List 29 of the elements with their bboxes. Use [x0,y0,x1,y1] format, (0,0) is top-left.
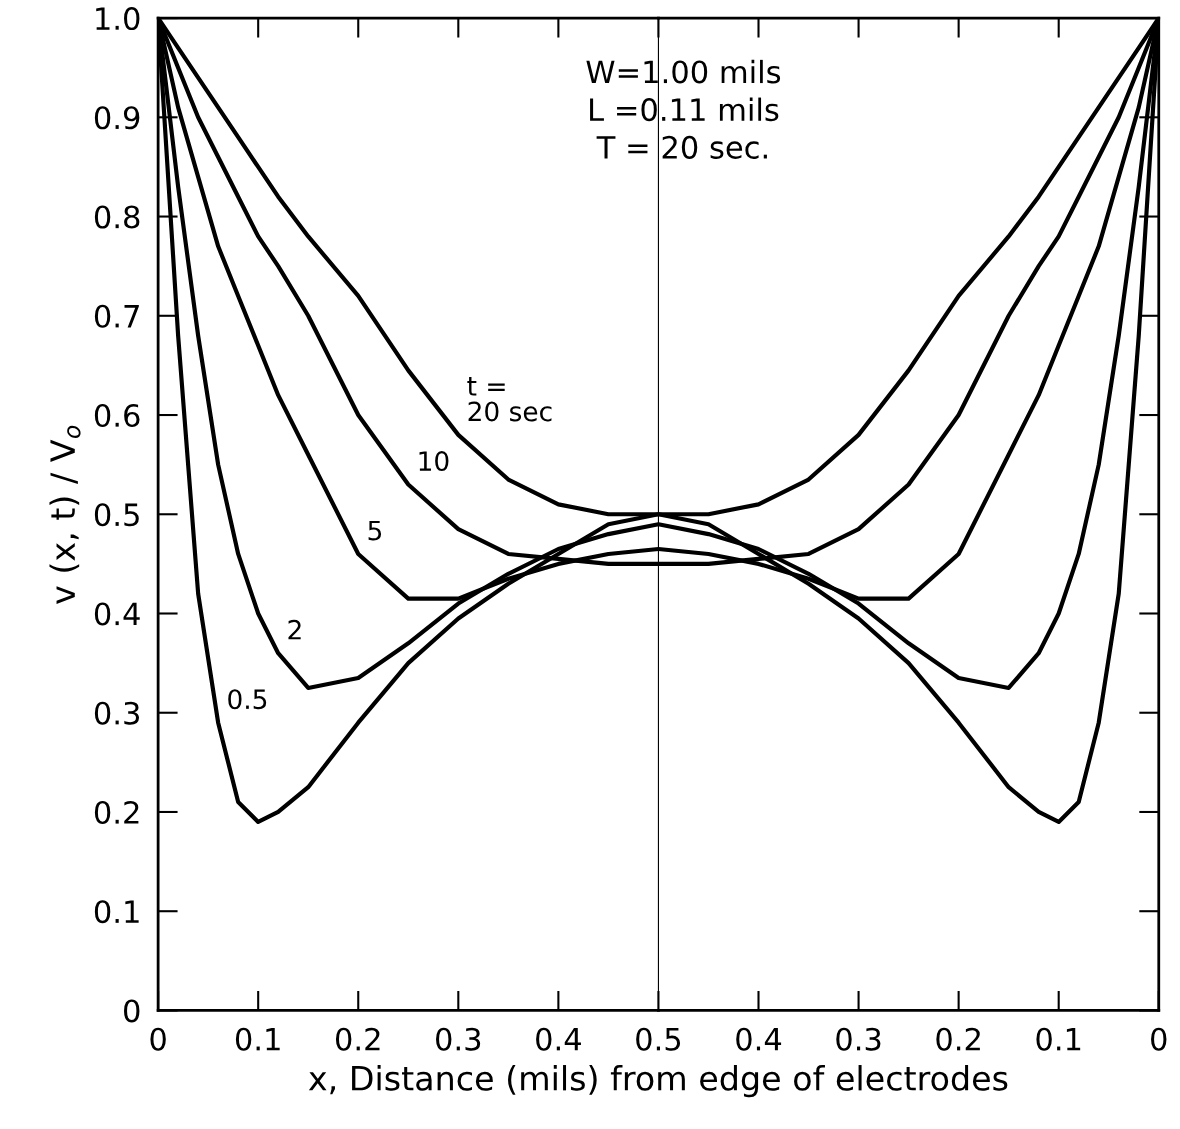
annotation: 0.5 [228,689,267,710]
annotation: 5 [368,520,382,541]
x-tick-label: 0.4 [736,1027,782,1051]
x-tick-label: 0.4 [536,1027,581,1051]
y-tick-label: 0.4 [94,602,140,626]
x-tick-label: 0.2 [936,1027,980,1051]
y-tick-label: 0.2 [94,800,139,825]
y-tick-label: 0.5 [94,503,139,527]
x-axis-title: x, Distance (mils) from edge of electrodes [308,1065,1008,1098]
x-tick-label: 0.2 [335,1027,380,1051]
x-tick-label: 0.1 [235,1027,280,1051]
x-tick-label: 0.3 [436,1027,481,1051]
y-tick-label: 0.1 [94,900,139,924]
y-tick-label: 0.9 [94,106,140,130]
annotation: t = 20 sec [467,376,552,422]
y-tick-label: 0.8 [94,205,140,229]
y-tick-label: 0.6 [94,403,140,428]
annotation: 10 [419,451,449,472]
y-tick-label: 1.0 [96,6,140,31]
x-tick-label: 0 [150,1027,166,1051]
y-tick-label: 0.7 [94,304,139,328]
y-tick-label: 0 [124,999,140,1023]
annotation: 2 [288,619,301,640]
x-tick-label: 0.5 [636,1027,681,1051]
y-tick-label: 0.3 [94,701,140,725]
y-axis-title: v (x, t) / V$_{o}$ [49,425,81,604]
x-tick-label: 0 [1151,1027,1167,1051]
x-tick-label: 0.1 [1036,1027,1081,1051]
x-tick-label: 0.3 [836,1027,881,1051]
